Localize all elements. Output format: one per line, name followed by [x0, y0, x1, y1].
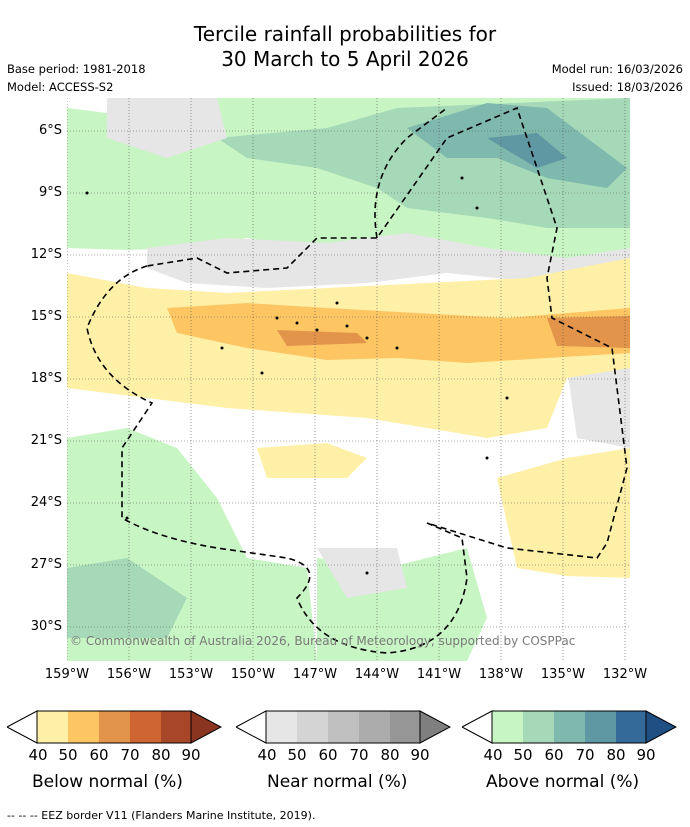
copyright-credit: © Commonwealth of Australia 2026, Bureau… [70, 634, 576, 648]
legend-label: 40 [257, 746, 277, 764]
eez-footer-note: -- -- -- EEZ border V11 (Flanders Marine… [7, 809, 316, 822]
below-swatch [99, 711, 130, 743]
near-swatch [390, 711, 420, 743]
near-normal-band [147, 233, 630, 288]
near-swatch [419, 710, 452, 744]
legend-label: 50 [287, 746, 307, 764]
meta-right: Model run: 16/03/2026 Issued: 18/03/2026 [552, 60, 683, 96]
lon-tick: 150°W [230, 667, 276, 682]
legend-caption-above: Above normal (%) [486, 772, 640, 792]
title-line-2: 30 March to 5 April 2026 [221, 47, 469, 71]
legend-caption-near: Near normal (%) [267, 772, 408, 792]
near-normal-colorbar [234, 710, 452, 744]
near-swatch [297, 711, 328, 743]
above-swatch [523, 711, 554, 743]
below-normal-60 [277, 330, 367, 346]
legend-label: 50 [58, 746, 78, 764]
lat-tick: 6°S [38, 123, 62, 138]
legend-label: 60 [89, 746, 109, 764]
near-swatch [266, 711, 297, 743]
legend-label: 70 [120, 746, 140, 764]
legend-label: 90 [181, 746, 201, 764]
map-panel [67, 98, 630, 661]
above-normal-north-70 [487, 133, 567, 168]
near-swatch [359, 711, 390, 743]
above-normal-southwest-50 [67, 558, 187, 638]
below-swatch [68, 711, 99, 743]
lon-tick: 138°W [478, 667, 524, 682]
issued-date: Issued: 18/03/2026 [572, 80, 683, 94]
near-normal-north [107, 98, 227, 158]
near-normal-south [317, 548, 407, 598]
above-swatch [492, 711, 523, 743]
below-swatch [130, 711, 161, 743]
lon-tick: 135°W [540, 667, 586, 682]
above-swatch [645, 710, 678, 744]
lon-tick: 156°W [106, 667, 152, 682]
eez-border-kiribati [374, 107, 448, 239]
legend-near-normal: 40 50 60 70 80 90 Near normal (%) [234, 710, 452, 792]
legend-label: 60 [318, 746, 338, 764]
below-normal-60-east [547, 316, 630, 348]
lon-tick: 159°W [44, 667, 90, 682]
legend-label: 80 [380, 746, 400, 764]
lat-tick: 27°S [30, 557, 62, 572]
lon-tick: 153°W [168, 667, 214, 682]
legend-label: 80 [606, 746, 626, 764]
above-swatch [585, 711, 616, 743]
below-normal-south-patch [257, 443, 367, 478]
near-swatch [328, 711, 359, 743]
meta-left: Base period: 1981-2018 Model: ACCESS-S2 [7, 60, 146, 96]
lat-tick: 15°S [30, 309, 62, 324]
legend-caption-below: Below normal (%) [32, 772, 183, 792]
below-normal-colorbar [5, 710, 223, 744]
legend-label: 40 [28, 746, 48, 764]
graticule [67, 98, 630, 661]
lat-tick: 24°S [30, 495, 62, 510]
legend-label: 90 [410, 746, 430, 764]
lon-tick: 141°W [416, 667, 462, 682]
legend-label: 70 [575, 746, 595, 764]
below-swatch [37, 711, 68, 743]
title-line-1: Tercile rainfall probabilities for [193, 22, 497, 46]
base-period: Base period: 1981-2018 [7, 62, 146, 76]
legend-label: 70 [349, 746, 369, 764]
probability-map [67, 98, 630, 661]
legend-label: 60 [544, 746, 564, 764]
lat-tick: 30°S [30, 619, 62, 634]
above-normal-colorbar [460, 710, 678, 744]
lat-tick: 9°S [38, 185, 62, 200]
model-run: Model run: 16/03/2026 [551, 62, 683, 76]
legend-below-normal: 40 50 60 70 80 90 Below normal (%) [5, 710, 223, 792]
lon-tick: 147°W [292, 667, 338, 682]
map-title: Tercile rainfall probabilities for 30 Ma… [0, 22, 690, 72]
above-swatch [554, 711, 585, 743]
lon-tick: 144°W [354, 667, 400, 682]
below-normal-southeast [497, 448, 630, 578]
lon-tick: 132°W [602, 667, 648, 682]
below-swatch [190, 710, 223, 744]
legend-label: 40 [483, 746, 503, 764]
legend-label: 50 [513, 746, 533, 764]
islands [85, 176, 509, 575]
below-swatch [161, 711, 191, 743]
near-normal-east [567, 358, 630, 448]
legend-label: 90 [636, 746, 656, 764]
legend-above-normal: 40 50 60 70 80 90 Above normal (%) [460, 710, 678, 792]
lat-tick: 12°S [30, 247, 62, 262]
lat-tick: 21°S [30, 433, 62, 448]
below-normal-50 [167, 303, 630, 363]
lat-tick: 18°S [30, 371, 62, 386]
eez-border-french-polynesia [86, 106, 628, 654]
above-swatch [616, 711, 646, 743]
legend-label: 80 [151, 746, 171, 764]
model-name: Model: ACCESS-S2 [7, 80, 114, 94]
